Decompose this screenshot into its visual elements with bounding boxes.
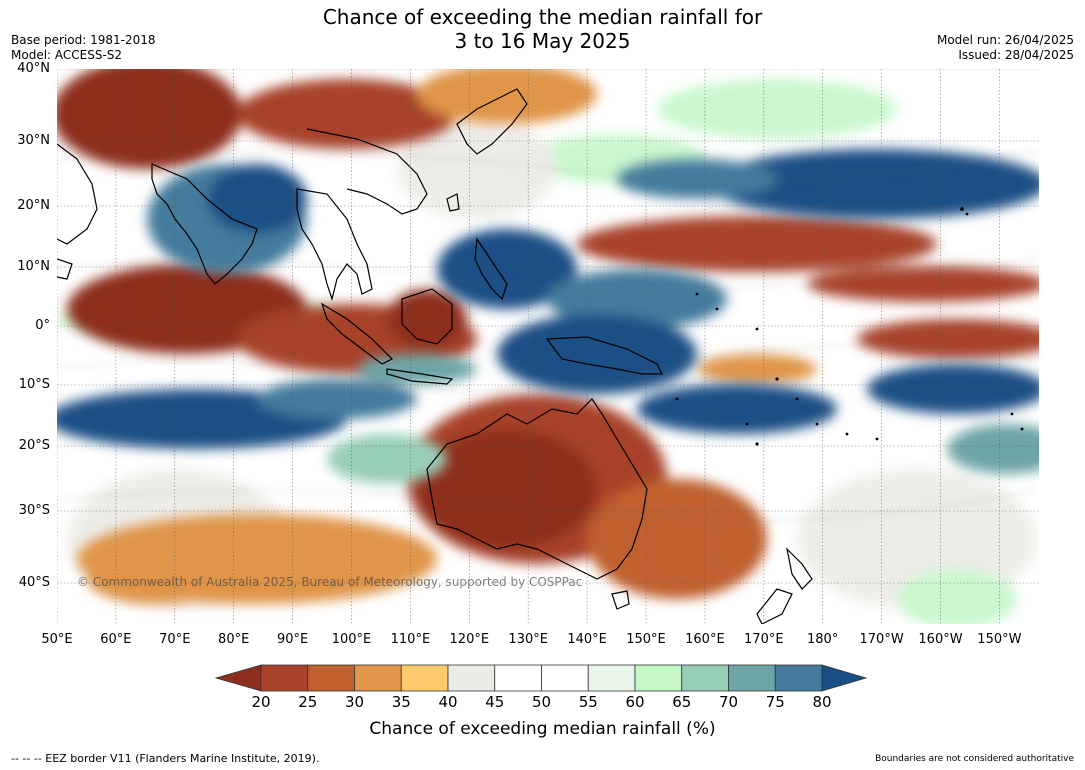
colorbar-segment [774, 664, 823, 692]
colorbar-tick-label: 35 [391, 693, 411, 711]
colorbar-tick-label: 20 [251, 693, 271, 711]
copyright-text: © Commonwealth of Australia 2025, Bureau… [77, 575, 582, 589]
longitude-label: 170°W [859, 632, 904, 647]
colorbar-tick-label: 30 [344, 693, 365, 711]
longitude-label: 50°E [41, 632, 73, 647]
colorbar-tick-label: 65 [672, 693, 692, 711]
colorbar-tick-label: 80 [812, 693, 832, 711]
model-run: Model run: 26/04/2025 [936, 33, 1074, 47]
base-period: Base period: 1981-2018 [11, 33, 156, 47]
latitude-label: 0° [35, 318, 50, 333]
latitude-label: 30°S [18, 503, 50, 518]
colorbar-segment [728, 664, 776, 692]
contour-lines [57, 148, 1039, 521]
boundaries-disclaimer: Boundaries are not considered authoritat… [875, 754, 1074, 764]
colorbar-tick-label: 40 [438, 693, 458, 711]
latitude-label: 20°S [18, 438, 50, 453]
issued-date: Issued: 28/04/2025 [958, 48, 1074, 62]
latitude-label: 40°S [18, 575, 50, 590]
longitude-label: 60°E [100, 632, 132, 647]
longitude-label: 160°E [685, 632, 725, 647]
latitude-label: 40°N [17, 61, 50, 76]
colorbar-tick-label: 75 [765, 693, 785, 711]
longitude-label: 90°E [276, 632, 309, 647]
longitude-label: 150°E [626, 632, 666, 647]
map-title-line1: Chance of exceeding the median rainfall … [322, 5, 763, 29]
longitude-label: 180° [807, 632, 839, 647]
latitude-label: 10°N [17, 259, 50, 274]
coastlines [57, 88, 813, 624]
longitude-label: 70°E [159, 632, 191, 647]
colorbar [215, 664, 868, 692]
colorbar-segment [307, 664, 355, 692]
longitude-label: 170°E [744, 632, 784, 647]
pacific-islands [675, 207, 1024, 446]
colorbar-segment [354, 664, 402, 692]
colorbar-segment [541, 664, 589, 692]
colorbar-tick-label: 70 [718, 693, 739, 711]
colorbar-segment [634, 664, 683, 692]
colorbar-extend-high [821, 664, 868, 692]
latitude-label: 30°N [17, 133, 50, 148]
colorbar-extend-low [215, 664, 262, 692]
longitude-label: 80°E [218, 632, 250, 647]
rainfall-map: © Commonwealth of Australia 2025, Bureau… [57, 69, 1039, 624]
model-name: Model: ACCESS-S2 [11, 48, 123, 62]
longitude-label: 150°W [977, 632, 1022, 647]
colorbar-tick-label: 50 [531, 693, 552, 711]
colorbar-segment [400, 664, 449, 692]
longitude-label: 140°E [567, 632, 607, 647]
colorbar-segment [681, 664, 729, 692]
longitude-label: 130°E [508, 632, 548, 647]
colorbar-tick-label: 45 [485, 693, 505, 711]
colorbar-segment [494, 664, 542, 692]
latitude-label: 20°N [17, 198, 50, 213]
colorbar-tick-label: 60 [625, 693, 645, 711]
colorbar-segment [587, 664, 636, 692]
colorbar-label: Chance of exceeding median rainfall (%) [369, 719, 716, 739]
colorbar-tick-label: 55 [578, 693, 598, 711]
longitude-label: 160°W [918, 632, 963, 647]
colorbar-segment [260, 664, 309, 692]
map-title-line2: 3 to 16 May 2025 [454, 29, 631, 53]
graticule [57, 69, 1039, 624]
colorbar-tick-label: 25 [298, 693, 318, 711]
colorbar-segment [447, 664, 496, 692]
eez-border-note: -- -- -- EEZ border V11 (Flanders Marine… [11, 752, 320, 765]
longitude-label: 110°E [390, 632, 431, 647]
longitude-label: 120°E [449, 632, 490, 647]
latitude-label: 10°S [18, 377, 50, 392]
longitude-label: 100°E [331, 632, 372, 647]
